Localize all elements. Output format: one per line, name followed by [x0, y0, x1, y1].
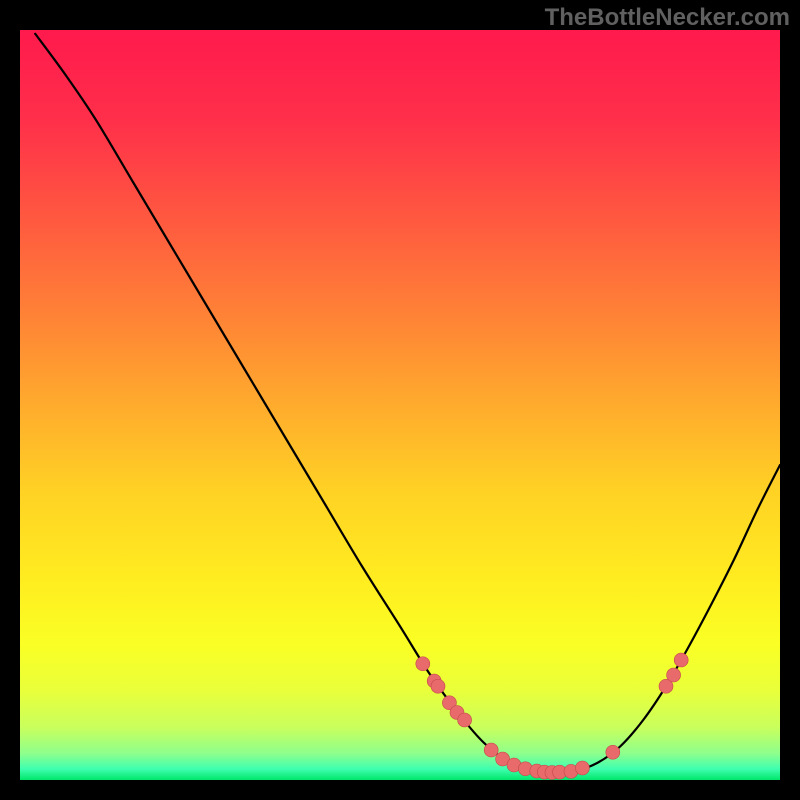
data-marker: [431, 679, 445, 693]
gradient-background: [20, 30, 780, 780]
data-marker: [674, 653, 688, 667]
data-marker: [606, 745, 620, 759]
data-marker: [667, 668, 681, 682]
data-marker: [416, 657, 430, 671]
data-marker: [575, 761, 589, 775]
data-marker: [458, 713, 472, 727]
bottleneck-curve-chart: [20, 30, 780, 780]
watermark-text: TheBottleNecker.com: [545, 4, 790, 32]
plot-area: [20, 30, 780, 780]
data-marker: [484, 743, 498, 757]
